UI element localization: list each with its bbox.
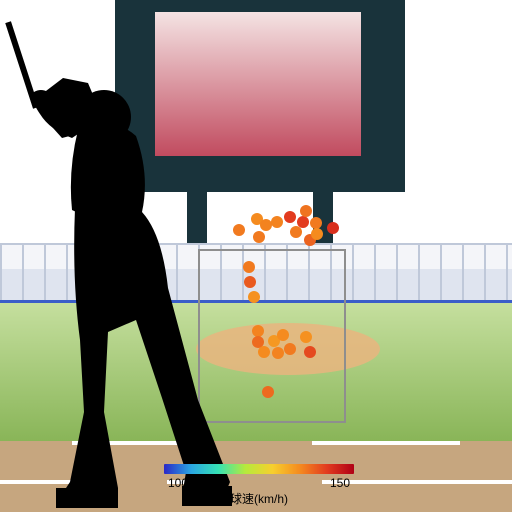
homeplate-line [355,480,512,484]
pitch-dot [300,331,312,343]
legend-color-bar [164,464,354,474]
pitch-dot [248,291,260,303]
batter-silhouette [0,20,238,512]
pitch-dot [243,261,255,273]
pitch-dot [253,231,265,243]
pitch-dot [327,222,339,234]
pitch-dot [277,329,289,341]
homeplate-line [312,441,460,445]
pitch-dot [311,228,323,240]
pitch-dot [258,346,270,358]
pitch-dot [304,346,316,358]
pitch-dot [244,276,256,288]
pitch-dot [262,386,274,398]
pitch-location-chart: 100 150 球速(km/h) [0,0,512,512]
legend-tick-150: 150 [330,476,350,490]
pitch-dot [300,205,312,217]
pitch-dot [272,347,284,359]
legend-tick-100: 100 [168,476,188,490]
pitch-dot [297,216,309,228]
velocity-legend: 100 150 球速(km/h) [164,464,354,508]
pitch-dot [284,343,296,355]
pitch-dot [290,226,302,238]
legend-tick-labels: 100 150 [168,476,350,490]
legend-title: 球速(km/h) [164,490,354,507]
pitch-dot [284,211,296,223]
pitch-dot [271,216,283,228]
